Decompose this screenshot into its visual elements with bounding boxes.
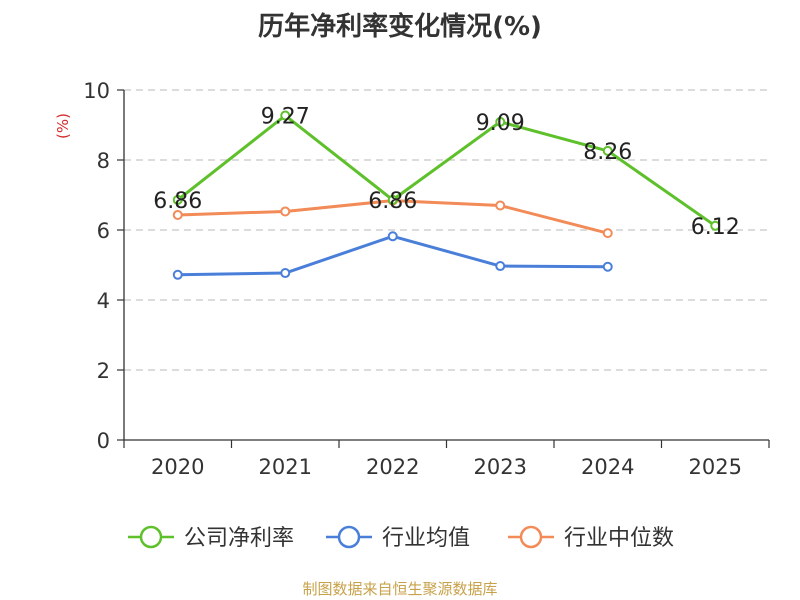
x-tick-label: 2020: [151, 455, 204, 479]
x-tick-label: 2024: [581, 455, 634, 479]
y-tick-label: 10: [83, 79, 110, 103]
y-tick-label: 0: [97, 429, 110, 453]
data-point: [280, 268, 291, 279]
x-tick-label: 2021: [259, 455, 312, 479]
legend-item[interactable]: 行业均值: [326, 525, 470, 551]
y-tick-label: 8: [97, 149, 110, 173]
series-line: [176, 114, 717, 228]
data-point: [280, 206, 291, 217]
source-footer: 制图数据来自恒生聚源数据库: [302, 580, 498, 598]
legend-circle-icon: [337, 525, 361, 549]
x-tick-label: 2025: [689, 455, 742, 479]
legend-label: 行业均值: [382, 526, 470, 551]
data-point: [387, 231, 398, 242]
data-point: [280, 110, 291, 121]
data-label: 8.26: [583, 140, 632, 165]
legend-label: 行业中位数: [564, 526, 674, 551]
data-point: [172, 209, 183, 220]
y-tick-label: 4: [97, 289, 110, 313]
legend-item[interactable]: 行业中位数: [508, 525, 674, 551]
data-point: [172, 194, 183, 205]
data-label: 9.09: [476, 111, 525, 136]
data-point: [387, 194, 398, 205]
data-point: [495, 116, 506, 127]
data-label: 6.86: [153, 189, 202, 214]
series-lines: [172, 110, 721, 280]
data-point: [172, 269, 183, 280]
data-labels: 6.86 9.27 6.86 9.09 8.26 6.12: [153, 105, 739, 240]
data-point: [495, 200, 506, 211]
y-tick-label: 6: [97, 219, 110, 243]
legend-item[interactable]: 公司净利率: [128, 525, 294, 551]
data-label: 9.27: [261, 105, 310, 130]
data-label: 6.86: [368, 189, 417, 214]
axes: 0 2 4 6 8 10 2020 2021 2022 2023 2024 2025: [83, 79, 770, 479]
legend-circle-icon: [519, 525, 543, 549]
y-axis-label: (%): [54, 113, 72, 139]
legend[interactable]: 公司净利率 行业均值 行业中位数: [128, 525, 674, 551]
data-point: [602, 261, 613, 272]
legend-circle-icon: [139, 525, 163, 549]
grid-lines: [124, 89, 769, 371]
legend-label: 公司净利率: [184, 526, 294, 551]
data-point: [602, 228, 613, 239]
data-point: [495, 261, 506, 272]
data-label: 6.12: [691, 215, 740, 240]
data-point: [602, 145, 613, 156]
x-tick-label: 2023: [474, 455, 527, 479]
y-tick-label: 2: [97, 359, 110, 383]
chart-title: 历年净利率变化情况(%): [258, 12, 542, 42]
x-tick-label: 2022: [366, 455, 419, 479]
data-point: [710, 220, 721, 231]
series-line: [177, 234, 608, 277]
